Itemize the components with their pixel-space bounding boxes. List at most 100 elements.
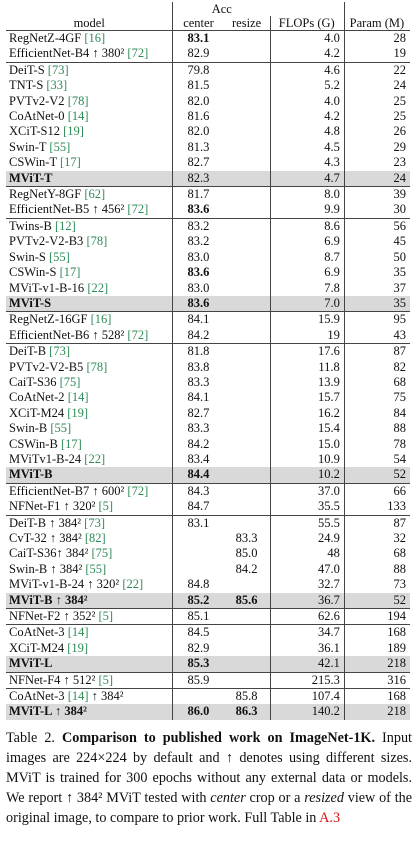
table-row: DeiT-B [73] 81.8 17.6 87 <box>6 343 410 360</box>
model-cell: MViT-L ↑ 384² <box>6 704 174 720</box>
table-row: XCiT-M24 [19] 82.7 16.2 84 <box>6 405 410 422</box>
model-cell: MViT-B ↑ 384² <box>6 592 174 609</box>
resize-cell <box>223 78 271 94</box>
flops-cell: 4.0 <box>270 30 345 47</box>
flops-cell: 10.9 <box>270 451 345 468</box>
model-cell: Swin-B ↑ 384² [55] <box>6 561 174 578</box>
params-cell: 25 <box>393 109 407 124</box>
center-cell: 83.3 <box>187 421 210 436</box>
table-row: DeiT-B ↑ 384² [73] 83.1 55.5 87 <box>6 514 410 531</box>
model-cell: MViT-B <box>6 467 174 484</box>
table-row: MViT-B ↑ 384² 85.2 85.6 36.7 52 <box>6 592 410 609</box>
params-cell: 45 <box>393 234 407 249</box>
model-cell: Swin-S [55] <box>6 249 174 266</box>
table-body: RegNetZ-4GF [16] 83.1 4.0 28 EfficientNet-B4… <box>6 30 410 720</box>
center-cell <box>173 546 224 561</box>
flops-cell: 4.7 <box>270 170 345 187</box>
params-cell: 168 <box>344 688 410 705</box>
flops-cell: 107.4 <box>270 688 345 705</box>
params-cell: 37 <box>393 280 407 295</box>
params-cell: 52 <box>344 467 410 484</box>
flops-cell: 4.2 <box>270 46 345 63</box>
resize-cell <box>223 186 271 203</box>
table-row: CoAtNet-3 [14] 84.5 34.7 168 <box>6 624 410 641</box>
table-row: CoAtNet-2 [14] 84.1 15.7 75 <box>6 390 410 406</box>
resize-cell <box>223 436 271 452</box>
params-cell: 29 <box>393 139 407 154</box>
center-cell: 84.2 <box>187 327 210 342</box>
resize-cell <box>223 499 271 516</box>
flops-cell: 8.7 <box>270 249 345 266</box>
table-row: EfficientNet-B5 ↑ 456² [72] 83.6 9.9 30 <box>6 202 410 219</box>
center-cell: 85.1 <box>172 608 224 625</box>
model-cell: NFNet-F2 ↑ 352² [5] <box>6 608 174 625</box>
caption-text: crop or a <box>249 790 301 806</box>
center-cell: 84.4 <box>172 467 224 484</box>
center-cell: 83.2 <box>187 234 210 249</box>
params-cell: 316 <box>344 671 410 689</box>
center-cell: 83.6 <box>187 265 210 280</box>
resize-cell <box>223 295 271 312</box>
center-cell: 82.9 <box>187 46 210 61</box>
table-row: PVTv2-V2-B3 [78] 83.2 6.9 45 <box>6 234 410 250</box>
model-cell: PVTv2-V2-B5 [78] <box>6 359 174 375</box>
center-cell: 82.0 <box>187 124 210 139</box>
header-cell: model <box>6 16 174 31</box>
table-row: MViTv1-B-24 [22] 83.4 10.9 54 <box>6 451 410 468</box>
resize-cell <box>223 46 271 63</box>
table-row: EfficientNet-B7 ↑ 600² [72] 84.3 37.0 66 <box>6 482 410 500</box>
table-row: RegNetY-8GF [62] 81.7 8.0 39 <box>6 186 410 203</box>
model-cell: EfficientNet-B6 ↑ 528² [72] <box>6 327 174 344</box>
flops-cell: 6.9 <box>270 234 345 250</box>
params-cell: 39 <box>344 186 410 203</box>
caption-link[interactable]: A.3 <box>319 810 341 826</box>
flops-cell: 4.6 <box>270 61 345 79</box>
table-row: MViT-B 84.4 10.2 52 <box>6 467 410 484</box>
model-cell: MViT-L <box>6 656 174 673</box>
flops-cell: 15.9 <box>270 311 345 328</box>
params-cell: 50 <box>393 249 407 264</box>
header-cell <box>344 2 410 16</box>
caption-emphasis: center <box>210 790 246 806</box>
params-cell: 43 <box>393 327 407 342</box>
resize-cell <box>223 202 271 219</box>
center-cell: 79.8 <box>172 61 224 79</box>
center-cell: 81.8 <box>172 343 224 360</box>
params-cell: 189 <box>387 640 406 655</box>
model-cell: DeiT-S [73] <box>6 61 174 79</box>
model-cell: CoAtNet-0 [14] <box>6 109 174 125</box>
center-cell: 82.0 <box>187 93 210 108</box>
flops-cell: 15.0 <box>270 436 345 452</box>
resize-cell <box>223 265 271 281</box>
params-cell: 82 <box>393 359 407 374</box>
params-cell: 52 <box>344 592 410 609</box>
flops-cell: 4.0 <box>270 93 345 110</box>
header-cell <box>6 2 174 16</box>
center-cell: 84.3 <box>172 482 224 500</box>
resize-cell <box>223 280 271 296</box>
resize-cell <box>223 656 271 673</box>
table-row: NFNet-F2 ↑ 352² [5] 85.1 62.6 194 <box>6 608 410 625</box>
center-cell: 82.7 <box>187 405 210 420</box>
center-cell: 84.5 <box>172 624 224 641</box>
model-cell: RegNetZ-4GF [16] <box>6 30 174 47</box>
resize-cell <box>223 467 271 484</box>
caption-emphasis: resized <box>304 790 344 806</box>
center-cell: 84.1 <box>172 311 224 328</box>
params-cell: 133 <box>387 499 406 514</box>
model-cell: Swin-B [55] <box>6 421 174 437</box>
resize-cell <box>223 405 271 422</box>
center-cell: 83.1 <box>172 514 224 531</box>
resize-cell: 85.8 <box>223 688 271 705</box>
center-cell: 82.3 <box>172 170 224 187</box>
table-row: MViT-L ↑ 384² 86.0 86.3 140.2 218 <box>6 704 410 720</box>
flops-cell: 7.0 <box>270 295 345 312</box>
model-cell: NFNet-F1 ↑ 320² [5] <box>6 499 174 516</box>
model-cell: CoAtNet-2 [14] <box>6 390 174 406</box>
resize-cell <box>223 139 271 156</box>
model-cell: Swin-T [55] <box>6 139 174 156</box>
table-row: CaiT-S36↑ 384² [75] 85.0 48 68 <box>6 546 410 562</box>
center-cell: 85.3 <box>172 656 224 673</box>
center-cell: 83.4 <box>187 451 210 466</box>
flops-cell: 10.2 <box>270 467 345 484</box>
